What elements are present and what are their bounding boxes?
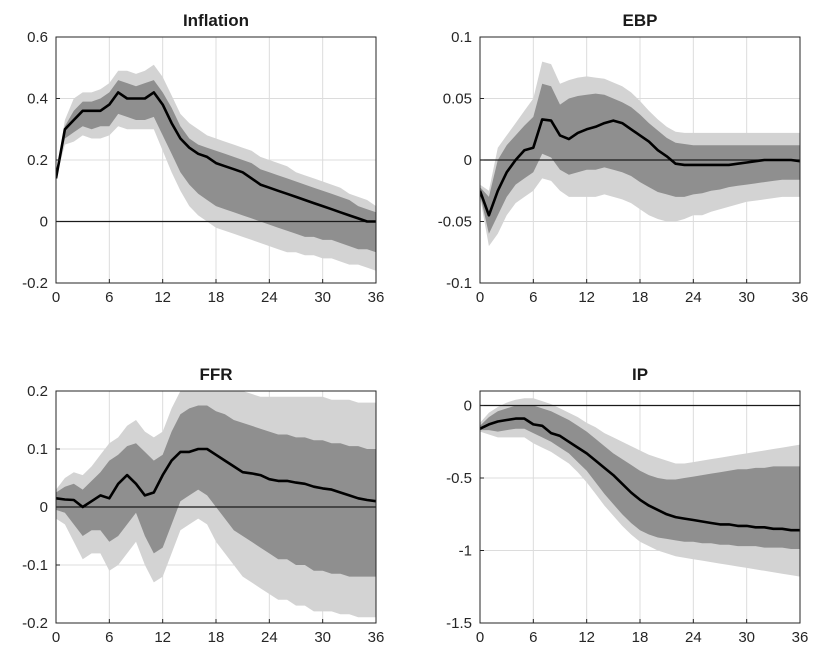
x-tick-label: 6: [105, 289, 113, 306]
y-tick-label: 0.2: [27, 152, 48, 169]
y-tick-label: 0: [40, 499, 48, 516]
x-tick-label: 30: [314, 289, 331, 306]
panel-ip: 0 6 12 18 24 30 36 -1.5 -1 -0.5 0 IP: [446, 365, 808, 646]
panel-ebp: 0 6 12 18 24 30 36 -0.1 -0.05 0 0.05 0.1 EBP: [438, 11, 809, 306]
ffr-chart-title: FFR: [199, 365, 232, 384]
x-tick-label: 30: [738, 289, 755, 306]
y-tick-label: -0.2: [22, 275, 48, 292]
plot-area: [480, 61, 800, 247]
x-tick-label: 18: [208, 289, 225, 306]
y-tick-label: 0.05: [443, 91, 472, 108]
ebp-median-response-line: [480, 118, 800, 217]
y-tick-label: 0.4: [27, 91, 48, 108]
x-tick-label: 12: [154, 289, 171, 306]
y-tick-label: 0.6: [27, 29, 48, 46]
x-tick-label: 12: [578, 289, 595, 306]
y-tick-label: -0.1: [446, 275, 472, 292]
inflation-inner-confidence-band: [56, 80, 376, 253]
x-tick-label: 24: [685, 289, 702, 306]
x-tick-label: 12: [578, 629, 595, 646]
x-tick-label: 12: [154, 629, 171, 646]
ffr-median-response-line: [56, 447, 376, 509]
ip-chart-title: IP: [632, 365, 648, 384]
x-tick-label: 0: [52, 629, 60, 646]
y-tick-label: 0.2: [27, 383, 48, 400]
y-tick-label: -0.1: [22, 557, 48, 574]
plot-area: [56, 64, 376, 271]
y-tick-label: -0.5: [446, 470, 472, 487]
x-tick-label: 24: [261, 629, 278, 646]
x-tick-label: 24: [261, 289, 278, 306]
y-tick-label: 0: [464, 152, 472, 169]
y-tick-label: 0: [464, 398, 472, 415]
x-tick-label: 6: [105, 629, 113, 646]
y-tick-label: 0.1: [27, 441, 48, 458]
x-tick-label: 30: [314, 629, 331, 646]
plot-area: [480, 398, 800, 577]
y-tick-label: -1: [459, 543, 472, 560]
x-tick-label: 36: [368, 289, 385, 306]
x-tick-label: 0: [476, 289, 484, 306]
x-tick-label: 18: [208, 629, 225, 646]
x-tick-label: 36: [792, 629, 809, 646]
x-tick-label: 6: [529, 289, 537, 306]
y-tick-label: -1.5: [446, 615, 472, 632]
ip-median-response-line: [480, 417, 800, 532]
inflation-chart-title: Inflation: [183, 11, 249, 30]
ffr-inner-confidence-band: [56, 405, 376, 577]
ebp-chart-title: EBP: [623, 11, 658, 30]
x-tick-label: 0: [476, 629, 484, 646]
x-tick-label: 30: [738, 629, 755, 646]
x-tick-label: 0: [52, 289, 60, 306]
ip-inner-confidence-band: [480, 405, 800, 549]
y-tick-label: 0: [40, 214, 48, 231]
inflation-median-response-line: [56, 91, 376, 223]
ebp-inner-confidence-band: [480, 83, 800, 234]
panel-ffr: 0 6 12 18 24 30 36 -0.2 -0.1 0 0.1 0.2 FFR: [22, 365, 384, 646]
plot-area: [56, 391, 376, 618]
y-tick-label: -0.2: [22, 615, 48, 632]
x-tick-label: 24: [685, 629, 702, 646]
x-tick-label: 18: [632, 629, 649, 646]
x-tick-label: 36: [792, 289, 809, 306]
x-tick-label: 36: [368, 629, 385, 646]
x-tick-label: 18: [632, 289, 649, 306]
y-tick-label: -0.05: [438, 214, 472, 231]
y-tick-label: 0.1: [451, 29, 472, 46]
x-tick-label: 6: [529, 629, 537, 646]
